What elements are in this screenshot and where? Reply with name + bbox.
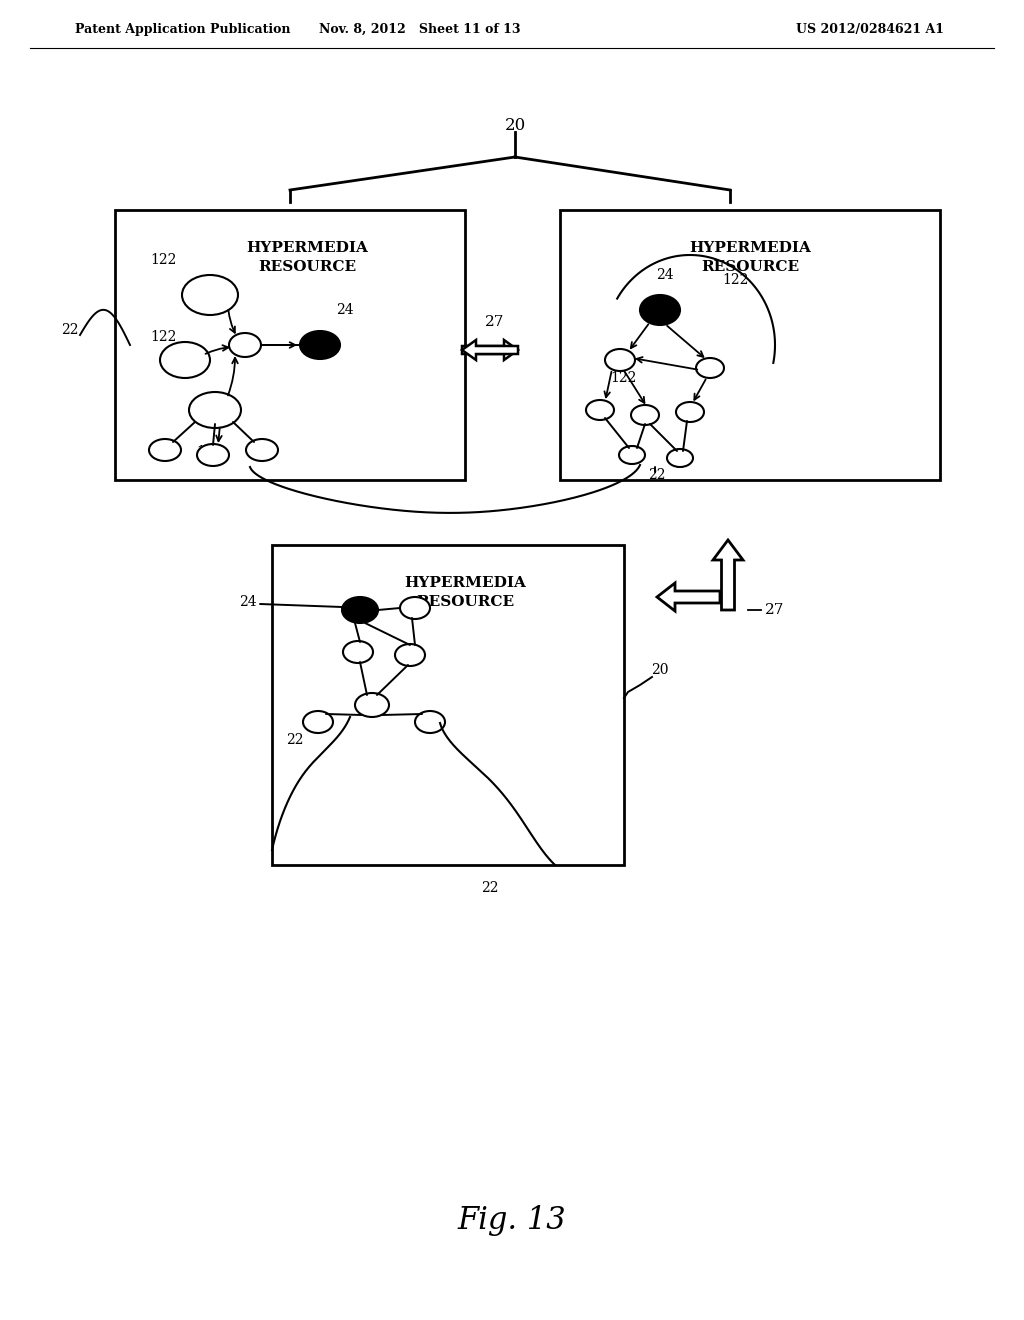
Text: 24: 24 (240, 595, 257, 609)
Text: 27: 27 (485, 315, 505, 329)
FancyArrow shape (713, 540, 743, 610)
Text: 22: 22 (61, 323, 79, 337)
Text: 24: 24 (336, 304, 354, 317)
Ellipse shape (300, 331, 340, 359)
Ellipse shape (189, 392, 241, 428)
Ellipse shape (246, 440, 278, 461)
Text: 22: 22 (287, 733, 304, 747)
Text: Nov. 8, 2012   Sheet 11 of 13: Nov. 8, 2012 Sheet 11 of 13 (319, 22, 521, 36)
Text: 122: 122 (150, 330, 176, 345)
Text: 27: 27 (765, 603, 784, 616)
FancyArrow shape (462, 341, 518, 360)
Text: 20: 20 (651, 663, 669, 677)
Text: RESOURCE: RESOURCE (417, 595, 515, 609)
Ellipse shape (631, 405, 659, 425)
Text: RESOURCE: RESOURCE (258, 260, 356, 275)
Text: HYPERMEDIA: HYPERMEDIA (404, 576, 526, 590)
Ellipse shape (150, 440, 181, 461)
Ellipse shape (696, 358, 724, 378)
Ellipse shape (618, 446, 645, 465)
Ellipse shape (676, 403, 705, 422)
Ellipse shape (605, 348, 635, 371)
Text: 122: 122 (722, 273, 749, 286)
Ellipse shape (640, 294, 680, 325)
Ellipse shape (229, 333, 261, 356)
Bar (272, 545, 624, 865)
Ellipse shape (182, 275, 238, 315)
Text: Fig. 13: Fig. 13 (458, 1204, 566, 1236)
Ellipse shape (586, 400, 614, 420)
Ellipse shape (355, 693, 389, 717)
Ellipse shape (395, 644, 425, 667)
Ellipse shape (160, 342, 210, 378)
Text: 122: 122 (197, 445, 223, 459)
Ellipse shape (197, 444, 229, 466)
Ellipse shape (415, 711, 445, 733)
Text: US 2012/0284621 A1: US 2012/0284621 A1 (796, 22, 944, 36)
Ellipse shape (343, 642, 373, 663)
Text: RESOURCE: RESOURCE (701, 260, 799, 275)
Text: 24: 24 (656, 268, 674, 282)
Bar (115, 210, 465, 480)
FancyArrow shape (462, 341, 518, 360)
Text: 20: 20 (505, 116, 525, 133)
Text: 122: 122 (610, 371, 636, 385)
Ellipse shape (342, 597, 378, 623)
Bar (560, 210, 940, 480)
FancyArrow shape (657, 583, 720, 611)
Ellipse shape (303, 711, 333, 733)
Text: Patent Application Publication: Patent Application Publication (75, 22, 291, 36)
Text: 22: 22 (481, 880, 499, 895)
Ellipse shape (400, 597, 430, 619)
Ellipse shape (667, 449, 693, 467)
Text: 122: 122 (150, 253, 176, 267)
Text: HYPERMEDIA: HYPERMEDIA (689, 242, 811, 255)
Text: HYPERMEDIA: HYPERMEDIA (247, 242, 369, 255)
Text: 22: 22 (648, 469, 666, 482)
